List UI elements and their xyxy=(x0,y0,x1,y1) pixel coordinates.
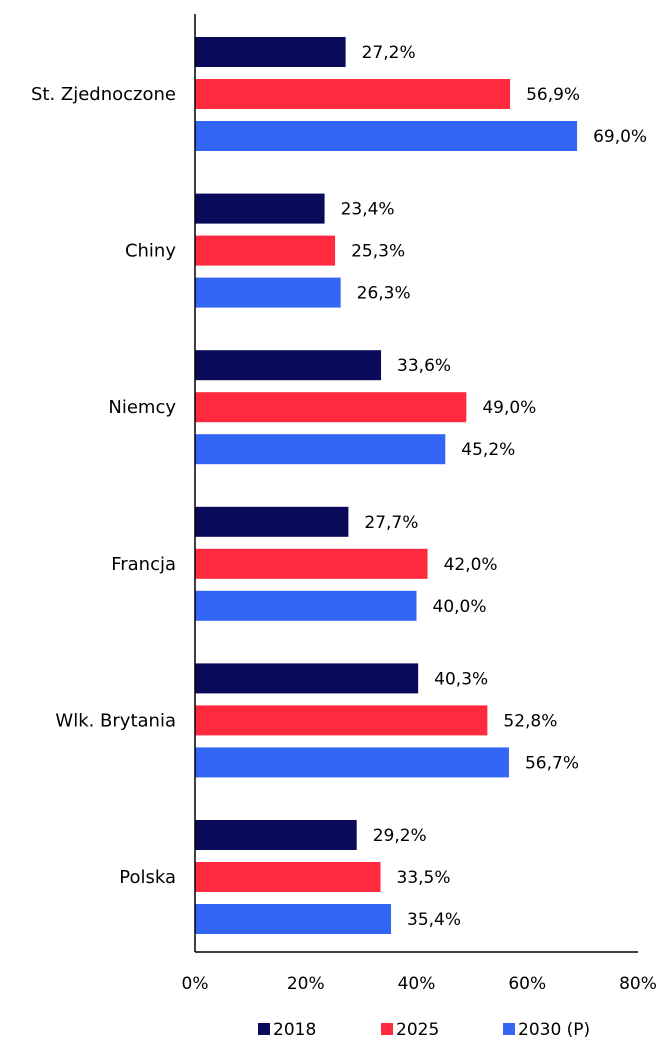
data-label: 33,5% xyxy=(397,868,451,888)
x-tick-label: 0% xyxy=(182,974,209,994)
bar-2030-p--2 xyxy=(195,434,446,465)
legend-swatch xyxy=(503,1023,515,1035)
data-label: 33,6% xyxy=(397,356,451,376)
legend-swatch xyxy=(258,1023,270,1035)
legend-swatch xyxy=(381,1023,393,1035)
legend-label: 2025 xyxy=(396,1020,439,1040)
data-label: 42,0% xyxy=(444,555,498,575)
data-label: 40,0% xyxy=(433,597,487,617)
data-label: 27,2% xyxy=(362,43,416,63)
bar-2030-p--4 xyxy=(195,747,509,778)
data-label: 56,9% xyxy=(526,85,580,105)
x-tick-label: 60% xyxy=(508,974,546,994)
axes-layer: 0% 20% 40% 60% 80% xyxy=(182,14,657,994)
category-label: Polska xyxy=(119,867,176,888)
bar-2030-p--5 xyxy=(195,904,392,934)
x-tick-label: 80% xyxy=(619,974,657,994)
bar-2025-0 xyxy=(195,79,511,109)
category-labels-layer: St. Zjednoczone Chiny Niemcy Francja Wlk. Br… xyxy=(31,84,176,888)
bar-2018-1 xyxy=(195,193,325,224)
data-label: 56,7% xyxy=(525,753,579,773)
x-tick-label: 20% xyxy=(287,974,325,994)
legend: 2018 2025 2030 (P) xyxy=(258,1020,590,1040)
bar-2018-4 xyxy=(195,663,419,694)
category-label: Wlk. Brytania xyxy=(55,710,176,731)
legend-label: 2018 xyxy=(273,1020,316,1040)
bar-2030-p--1 xyxy=(195,277,341,308)
data-label: 29,2% xyxy=(373,826,427,846)
bar-2018-0 xyxy=(195,37,346,67)
data-label: 45,2% xyxy=(461,440,515,460)
data-label: 35,4% xyxy=(407,910,461,930)
data-label: 69,0% xyxy=(593,127,647,147)
bar-2025-2 xyxy=(195,392,467,423)
bar-2018-5 xyxy=(195,820,357,850)
category-label: Niemcy xyxy=(108,397,176,418)
data-label: 25,3% xyxy=(351,242,405,262)
data-label: 40,3% xyxy=(434,669,488,689)
bar-2025-3 xyxy=(195,548,428,579)
category-label: St. Zjednoczone xyxy=(31,84,176,105)
bars-layer xyxy=(195,37,578,934)
value-labels-layer: 27,2% 56,9% 69,0% 23,4% 25,3% 26,3% 33,6% 49,0%… xyxy=(341,43,648,930)
legend-label: 2030 (P) xyxy=(518,1020,590,1040)
bar-2030-p--3 xyxy=(195,590,417,621)
bar-2018-2 xyxy=(195,350,382,381)
category-label: Francja xyxy=(111,554,176,575)
data-label: 23,4% xyxy=(341,200,395,220)
data-label: 49,0% xyxy=(482,398,536,418)
bar-2025-5 xyxy=(195,862,381,892)
bar-2025-1 xyxy=(195,235,336,266)
data-label: 27,7% xyxy=(364,513,418,533)
data-label: 26,3% xyxy=(357,284,411,304)
category-label: Chiny xyxy=(125,241,176,262)
x-tick-label: 40% xyxy=(398,974,436,994)
bar-2018-3 xyxy=(195,506,349,537)
data-label: 52,8% xyxy=(503,711,557,731)
bar-2025-4 xyxy=(195,705,488,736)
bar-2030-p--0 xyxy=(195,121,578,151)
